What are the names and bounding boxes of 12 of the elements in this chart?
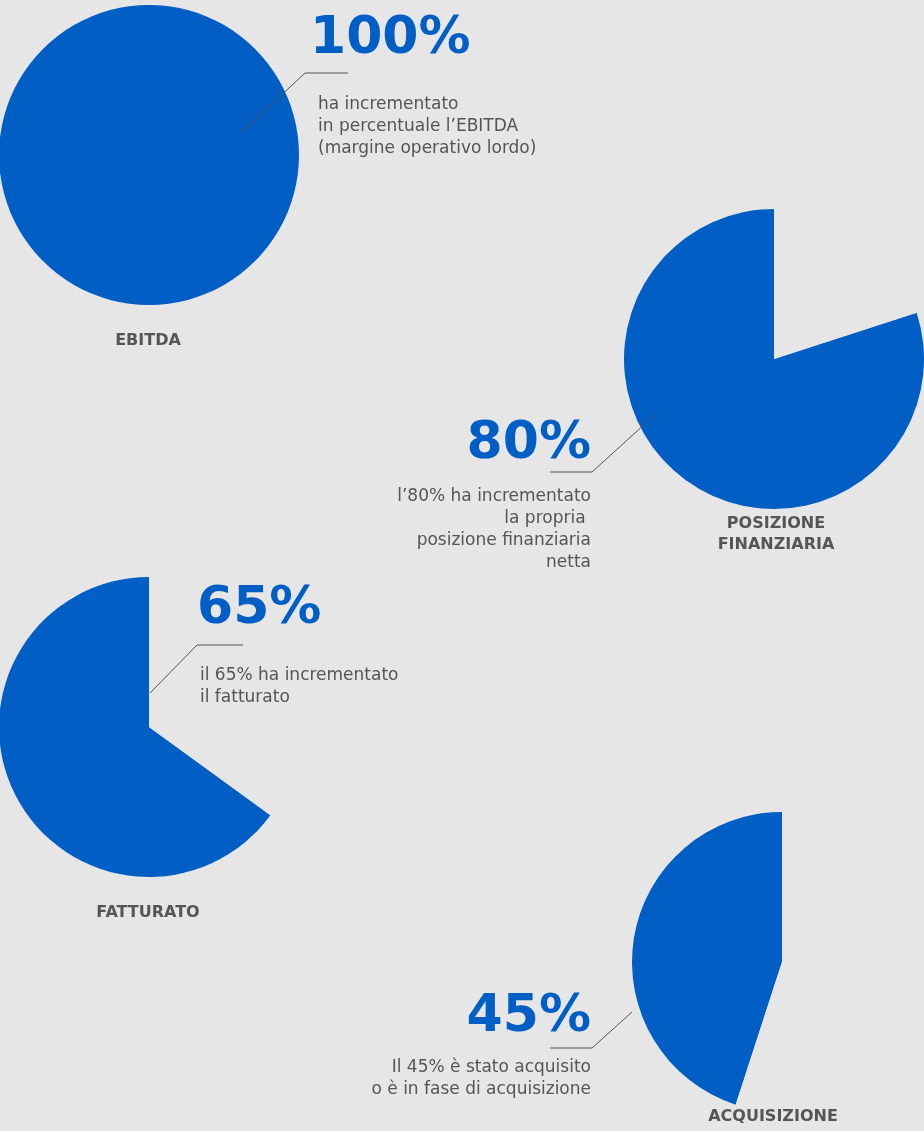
- text: Il 45% è stato acquisito o è in fase di acquisizione: [371, 1056, 591, 1098]
- text: il 65% ha incrementato il fatturato: [200, 664, 399, 706]
- text: 45%: [466, 983, 591, 1043]
- text: ACQUISIZIONE: [708, 1105, 838, 1125]
- text: l’80% ha incrementato la propria posizione finanziaria netta: [397, 485, 591, 571]
- text: EBITDA: [115, 329, 182, 349]
- text: POSIZIONE FINANZIARIA: [717, 513, 835, 553]
- text: 100%: [310, 5, 471, 65]
- text: ha incrementato in percentuale l’EBITDA (margine operativo lordo): [318, 93, 537, 157]
- text: 65%: [197, 575, 322, 635]
- text: FATTURATO: [96, 901, 200, 921]
- text: 80%: [466, 410, 591, 470]
